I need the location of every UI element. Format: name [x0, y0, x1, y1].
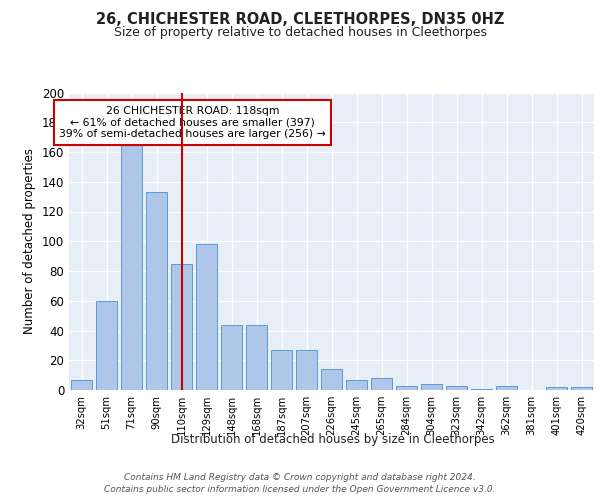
Bar: [146, 192, 167, 390]
Bar: [121, 144, 142, 390]
Text: Size of property relative to detached houses in Cleethorpes: Size of property relative to detached ho…: [113, 26, 487, 39]
Text: 26 CHICHESTER ROAD: 118sqm
← 61% of detached houses are smaller (397)
39% of sem: 26 CHICHESTER ROAD: 118sqm ← 61% of deta…: [59, 106, 326, 139]
Bar: [296, 350, 317, 390]
Bar: [546, 387, 567, 390]
Bar: [421, 384, 442, 390]
Bar: [396, 386, 417, 390]
Bar: [371, 378, 392, 390]
Text: 26, CHICHESTER ROAD, CLEETHORPES, DN35 0HZ: 26, CHICHESTER ROAD, CLEETHORPES, DN35 0…: [96, 12, 504, 28]
Text: Contains HM Land Registry data © Crown copyright and database right 2024.: Contains HM Land Registry data © Crown c…: [124, 472, 476, 482]
Bar: [496, 386, 517, 390]
Bar: [171, 264, 192, 390]
Bar: [446, 386, 467, 390]
Y-axis label: Number of detached properties: Number of detached properties: [23, 148, 36, 334]
Bar: [96, 300, 117, 390]
Text: Contains public sector information licensed under the Open Government Licence v3: Contains public sector information licen…: [104, 485, 496, 494]
Bar: [71, 380, 92, 390]
Bar: [571, 387, 592, 390]
Text: Distribution of detached houses by size in Cleethorpes: Distribution of detached houses by size …: [171, 432, 495, 446]
Bar: [471, 388, 492, 390]
Bar: [271, 350, 292, 390]
Bar: [196, 244, 217, 390]
Bar: [321, 369, 342, 390]
Bar: [346, 380, 367, 390]
Bar: [221, 324, 242, 390]
Bar: [246, 324, 267, 390]
